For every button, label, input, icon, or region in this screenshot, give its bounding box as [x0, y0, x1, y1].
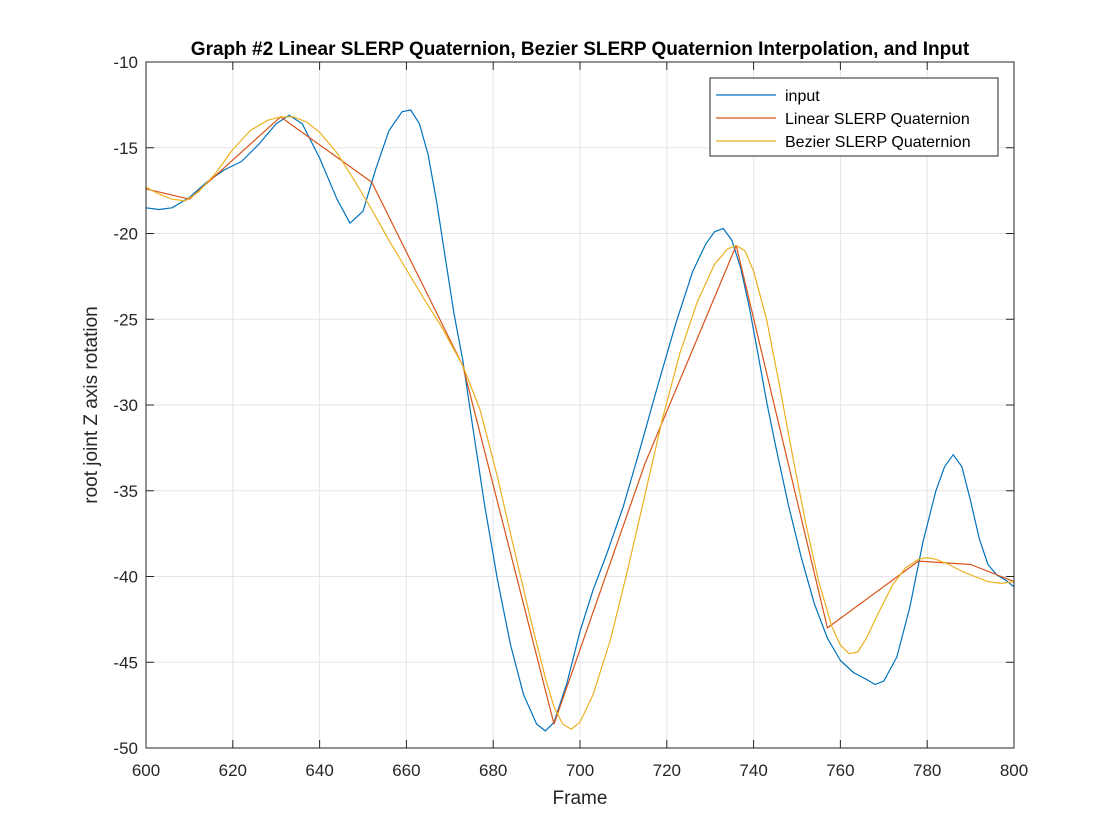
y-tick-label: -25	[113, 310, 138, 329]
series-line-1	[145, 109, 1015, 732]
legend-label-3: Bezier SLERP Quaternion	[785, 134, 971, 151]
legend-label-1: input	[785, 88, 820, 105]
x-tick-label: 660	[392, 761, 420, 780]
y-tick-label: -35	[113, 482, 138, 501]
x-axis-label: Frame	[553, 788, 608, 809]
x-tick-label: 700	[566, 761, 594, 780]
legend: input Linear SLERP Quaternion Bezier SLERP…	[709, 77, 999, 157]
x-tick-label: 760	[826, 761, 854, 780]
x-tick-label: 680	[479, 761, 507, 780]
series-line-2	[145, 116, 1015, 725]
y-tick-label: -30	[113, 396, 138, 415]
series-lines	[145, 109, 1015, 732]
y-tick-label: -15	[113, 139, 138, 158]
x-tick-label: 720	[653, 761, 681, 780]
x-tick-label: 780	[913, 761, 941, 780]
axis-ticks	[145, 61, 1015, 749]
axis-tick-labels: 600 620 640 660 680 700 720 740 760 780 800 -50 -45 -…	[113, 53, 1028, 780]
x-tick-label: 620	[219, 761, 247, 780]
y-tick-label: -50	[113, 739, 138, 758]
chart-title: Graph #2 Linear SLERP Quaternion, Bezier…	[191, 39, 970, 60]
x-tick-label: 800	[1000, 761, 1028, 780]
legend-box	[709, 77, 999, 157]
series-line-3	[145, 116, 1015, 730]
x-tick-label: 740	[739, 761, 767, 780]
y-tick-label: -40	[113, 568, 138, 587]
y-axis-label: root joint Z axis rotation	[81, 306, 102, 503]
y-tick-label: -20	[113, 225, 138, 244]
y-tick-label: -10	[113, 53, 138, 72]
y-tick-label: -45	[113, 653, 138, 672]
x-tick-label: 640	[305, 761, 333, 780]
x-tick-label: 600	[132, 761, 160, 780]
legend-label-2: Linear SLERP Quaternion	[785, 111, 970, 128]
